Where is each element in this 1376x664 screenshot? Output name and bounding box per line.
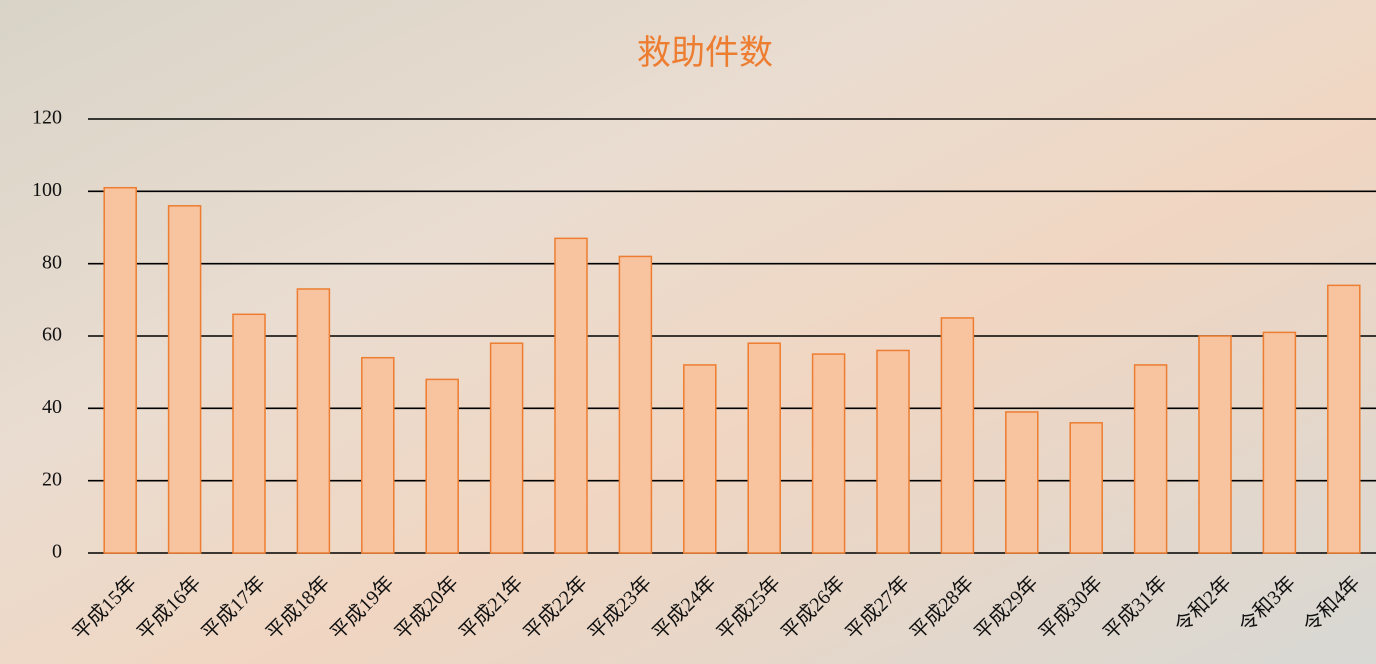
chart-title: 救助件数 bbox=[637, 34, 773, 72]
background bbox=[0, 0, 1376, 664]
bar bbox=[1006, 412, 1038, 553]
y-tick-label: 20 bbox=[42, 468, 62, 490]
bar bbox=[748, 343, 780, 553]
bar bbox=[941, 318, 973, 553]
y-tick-label: 40 bbox=[42, 396, 62, 418]
bar bbox=[1199, 336, 1231, 553]
y-tick-label: 100 bbox=[32, 179, 62, 201]
bar bbox=[619, 256, 651, 553]
bar bbox=[1070, 423, 1102, 553]
y-tick-label: 60 bbox=[42, 324, 62, 346]
bar bbox=[1263, 332, 1295, 553]
y-tick-label: 0 bbox=[52, 541, 62, 563]
bar bbox=[362, 358, 394, 553]
bar bbox=[877, 350, 909, 553]
bar bbox=[104, 188, 136, 553]
bar bbox=[297, 289, 329, 553]
bar bbox=[233, 314, 265, 553]
bar bbox=[813, 354, 845, 553]
bar bbox=[169, 206, 201, 553]
y-tick-label: 120 bbox=[32, 107, 62, 129]
bar bbox=[426, 379, 458, 553]
chart: 救助件数 020406080100120平成15年平成16年平成17年平成18年… bbox=[0, 0, 1376, 664]
page: {"chart_data": {"type": "bar", "title": … bbox=[0, 0, 1376, 664]
y-tick-label: 80 bbox=[42, 251, 62, 273]
bar bbox=[684, 365, 716, 553]
bar bbox=[555, 238, 587, 553]
bar bbox=[1135, 365, 1167, 553]
bar bbox=[491, 343, 523, 553]
bar bbox=[1328, 285, 1360, 553]
